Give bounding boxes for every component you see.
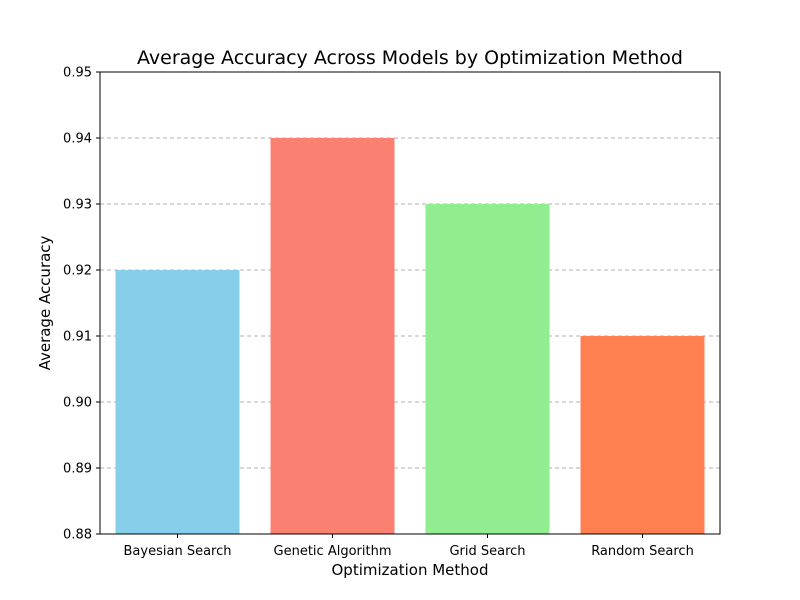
- y-tick-label: 0.93: [63, 198, 92, 213]
- y-tick-label: 0.95: [63, 66, 92, 81]
- bar-genetic-algorithm: [270, 138, 395, 534]
- y-tick-label: 0.89: [63, 462, 92, 477]
- bar-random-search: [580, 336, 705, 534]
- y-tick-label: 0.91: [63, 330, 92, 345]
- x-tick-label: Grid Search: [449, 544, 525, 559]
- bar-bayesian-search: [115, 270, 240, 534]
- bar-grid-search: [425, 204, 550, 534]
- y-tick-label: 0.90: [63, 396, 92, 411]
- x-tick-label: Random Search: [591, 544, 694, 559]
- bars-layer: [115, 138, 705, 534]
- x-axis-ticks: Bayesian Search Genetic Algorithm Grid Sea…: [124, 534, 694, 559]
- y-tick-label: 0.88: [63, 528, 92, 543]
- y-axis-label: Average Accuracy: [36, 235, 54, 370]
- y-tick-label: 0.94: [63, 132, 92, 147]
- x-axis-label: Optimization Method: [332, 561, 489, 579]
- plot-frame: [99, 71, 721, 535]
- chart-title: Average Accuracy Across Models by Optimi…: [137, 47, 683, 69]
- x-tick-label: Bayesian Search: [124, 544, 232, 559]
- y-tick-label: 0.92: [63, 264, 92, 279]
- x-tick-label: Genetic Algorithm: [274, 544, 392, 559]
- y-axis-ticks: 0.88 0.89 0.90 0.91 0.92 0.93 0.94 0.95: [63, 66, 100, 543]
- grid-layer: [100, 137, 720, 469]
